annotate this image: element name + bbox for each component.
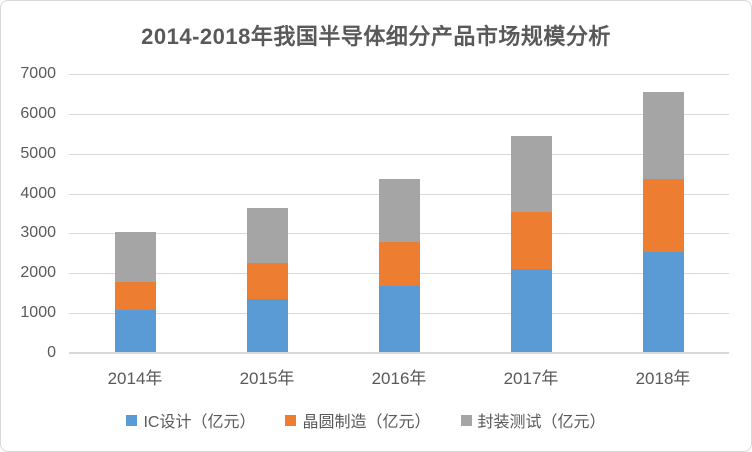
bar-segment xyxy=(114,281,156,311)
chart-legend: IC设计（亿元） 晶圆制造（亿元） 封装测试（亿元） xyxy=(1,408,731,432)
plot-area xyxy=(69,74,729,354)
bar-stack-2018年 xyxy=(642,91,684,352)
legend-marker-icon xyxy=(285,414,297,426)
bar-segment xyxy=(642,91,684,180)
x-axis-tick-label: 2017年 xyxy=(503,369,559,388)
bar-stack-2017年 xyxy=(510,136,552,352)
bar-segment xyxy=(510,211,552,270)
bar-segment xyxy=(114,310,156,352)
legend-marker-icon xyxy=(126,414,138,426)
legend-label: IC设计（亿元） xyxy=(143,414,256,431)
chart-title: 2014-2018年我国半导体细分产品市场规模分析 xyxy=(141,24,611,49)
legend-item: 封装测试（亿元） xyxy=(460,408,606,432)
legend-label: 晶圆制造（亿元） xyxy=(302,414,431,431)
bar-segment xyxy=(642,179,684,252)
y-axis-tick-label: 6000 xyxy=(20,104,56,122)
legend-item: IC设计（亿元） xyxy=(126,408,255,432)
y-axis-tick-label: 3000 xyxy=(20,224,56,242)
gridline xyxy=(69,74,729,75)
bar-segment xyxy=(510,136,552,212)
bar-segment xyxy=(246,263,288,300)
x-axis-line xyxy=(69,352,729,354)
bar-stack-2015年 xyxy=(246,208,288,352)
legend-marker-icon xyxy=(460,414,472,426)
y-axis-tick-label: 2000 xyxy=(20,264,56,282)
x-axis-tick-label: 2018年 xyxy=(635,369,691,388)
bar-stack-2014年 xyxy=(114,231,156,352)
bar-segment xyxy=(114,231,156,282)
gridline xyxy=(69,113,729,115)
bar-segment xyxy=(246,208,288,264)
y-axis-tick-label: 5000 xyxy=(20,144,56,162)
bar-segment xyxy=(378,179,420,242)
y-axis-tick-label: 7000 xyxy=(20,65,56,82)
x-axis-tick-label: 2016年 xyxy=(371,369,427,388)
legend-label: 封装测试（亿元） xyxy=(477,414,606,431)
legend-item: 晶圆制造（亿元） xyxy=(285,408,431,432)
y-axis-tick-label: 0 xyxy=(47,344,56,361)
bar-segment xyxy=(378,241,420,287)
x-axis-tick-label: 2015年 xyxy=(239,369,295,388)
y-axis-tick-label: 1000 xyxy=(20,304,56,322)
bar-segment xyxy=(510,269,552,352)
bar-segment xyxy=(642,251,684,352)
bar-stack-2016年 xyxy=(378,179,420,352)
y-axis-tick-label: 4000 xyxy=(20,184,56,202)
bar-segment xyxy=(246,299,288,352)
gridline xyxy=(69,153,729,155)
bar-segment xyxy=(378,286,420,352)
x-axis-tick-label: 2014年 xyxy=(107,369,163,388)
